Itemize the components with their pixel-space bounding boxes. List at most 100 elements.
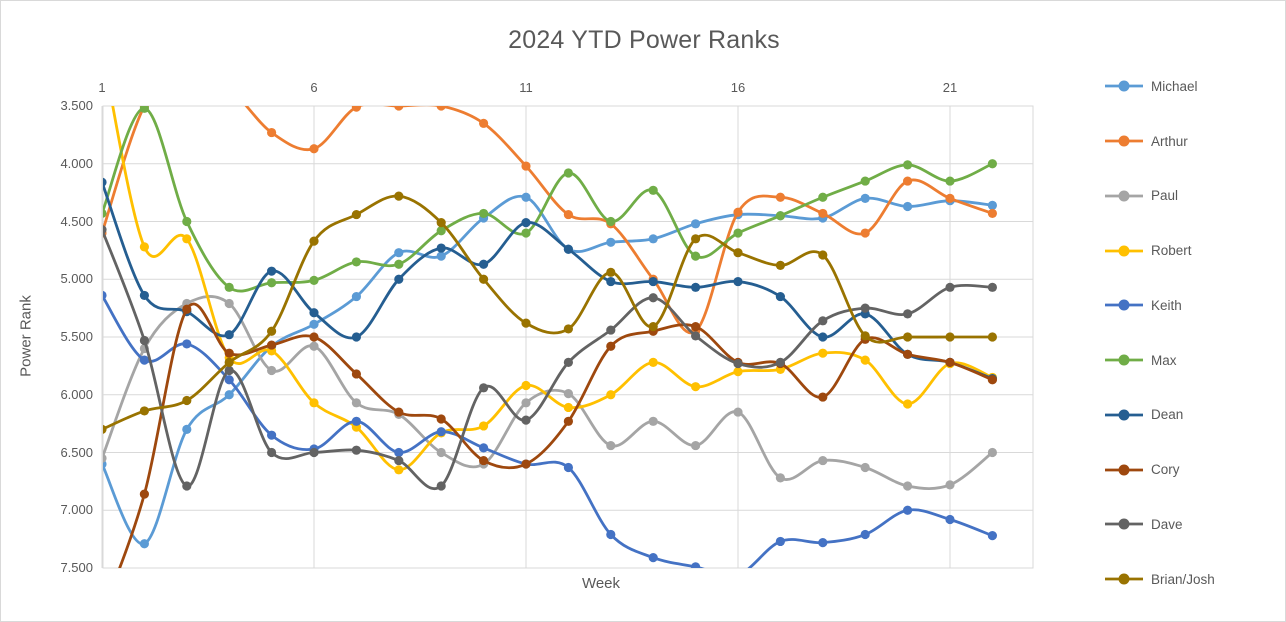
series-brian-josh-marker	[691, 234, 701, 244]
series-keith[interactable]	[97, 290, 998, 580]
legend-marker-arthur	[1105, 135, 1143, 147]
series-max[interactable]	[97, 104, 998, 293]
series-arthur-marker	[267, 127, 277, 138]
legend-label-cory: Cory	[1151, 462, 1180, 478]
series-keith-marker	[818, 537, 828, 548]
series-arthur-marker	[563, 209, 574, 220]
series-max-marker	[691, 251, 701, 261]
series-max-marker	[987, 159, 998, 169]
series-dave[interactable]	[97, 225, 998, 491]
series-arthur[interactable]	[97, 67, 998, 336]
series-brian-josh-marker	[818, 250, 828, 260]
legend-marker-max	[1105, 354, 1143, 366]
legend-item-arthur[interactable]: Arthur	[1104, 114, 1279, 169]
series-michael-marker	[436, 251, 446, 261]
series-keith-marker	[224, 375, 234, 385]
chart-title: 2024 YTD Power Ranks	[508, 26, 780, 54]
series-paul-marker	[224, 298, 234, 309]
series-robert-marker	[97, 44, 106, 53]
legend-item-paul[interactable]: Paul	[1104, 169, 1279, 224]
series-cory-marker	[903, 349, 913, 359]
legend-label-dean: Dean	[1151, 407, 1184, 423]
series-cory-marker	[606, 341, 616, 351]
series-dean-marker	[394, 274, 404, 284]
series-keith-marker	[775, 536, 786, 547]
series-brian-josh-marker	[309, 236, 319, 246]
x-tick-label: 16	[730, 80, 746, 95]
legend-item-keith[interactable]: Keith	[1104, 278, 1279, 333]
series-dave-marker	[521, 415, 531, 425]
series-dave-marker	[691, 331, 701, 341]
series-arthur-marker	[903, 176, 913, 186]
series-brian-josh-marker	[903, 332, 913, 342]
series-paul-marker	[521, 398, 531, 408]
series-michael-marker	[309, 319, 319, 329]
series-brian-josh-marker	[351, 209, 361, 220]
series-paul-marker	[860, 462, 870, 473]
series-keith-marker	[103, 290, 107, 300]
series-keith-marker	[945, 514, 955, 525]
series-cory-marker	[139, 489, 149, 499]
series-keith-marker	[182, 339, 192, 349]
series-michael-marker	[351, 291, 361, 302]
series-dave-marker	[775, 357, 786, 368]
series-robert-marker	[309, 398, 319, 408]
series-max-marker	[903, 160, 913, 170]
series-dave-marker	[818, 316, 828, 326]
legend-item-dean[interactable]: Dean	[1104, 388, 1279, 443]
series-brian-josh-marker	[563, 324, 574, 334]
series-keith-marker	[860, 529, 870, 540]
series-robert-marker	[860, 355, 870, 365]
series-brian-josh[interactable]	[97, 191, 998, 434]
legend-item-cory[interactable]: Cory	[1104, 442, 1279, 497]
series-michael-marker	[606, 237, 616, 247]
series-arthur-marker	[436, 106, 446, 111]
series-dean-marker	[733, 276, 743, 287]
series-dave-marker	[309, 447, 319, 458]
series-brian-josh-marker	[436, 218, 446, 228]
series-keith-marker	[436, 427, 446, 437]
y-tick-label: 5.000	[60, 271, 93, 287]
y-tick-label: 3.500	[60, 98, 93, 113]
legend-item-dave[interactable]: Dave	[1104, 497, 1279, 552]
legend-item-max[interactable]: Max	[1104, 333, 1279, 388]
series-paul-marker	[103, 453, 107, 463]
series-brian-josh-marker	[267, 326, 277, 336]
series-dave-marker	[860, 303, 870, 313]
series-arthur-marker	[945, 193, 955, 203]
legend-item-brian-josh[interactable]: Brian/Josh	[1104, 552, 1279, 607]
series-michael-marker	[987, 200, 998, 210]
series-michael-marker	[903, 201, 913, 212]
series-michael-marker	[860, 193, 870, 203]
legend-label-robert: Robert	[1151, 243, 1192, 259]
series-paul-marker	[775, 473, 786, 483]
series-keith-marker	[479, 443, 489, 453]
y-tick-label: 5.500	[60, 329, 93, 344]
legend-label-dave: Dave	[1151, 516, 1183, 532]
series-robert-marker	[606, 390, 616, 400]
series-cory-marker	[479, 455, 489, 466]
series-cory-marker	[309, 332, 319, 342]
series-dean-marker	[563, 244, 574, 254]
series-michael-line	[103, 194, 994, 546]
series-brian-josh-marker	[775, 260, 786, 270]
series-robert-marker	[648, 357, 658, 368]
series-max-marker	[648, 185, 658, 195]
series-dean-marker	[224, 330, 234, 340]
legend-label-keith: Keith	[1151, 297, 1182, 313]
series-max-marker	[436, 226, 446, 236]
series-keith-marker	[394, 447, 404, 458]
legend-marker-michael	[1105, 80, 1143, 92]
legend-item-michael[interactable]: Michael	[1104, 59, 1279, 114]
series-robert-marker	[182, 234, 192, 244]
y-axis-title: Power Rank	[17, 295, 35, 377]
series-max-marker	[606, 216, 616, 227]
series-max-marker	[860, 176, 870, 186]
series-brian-josh-marker	[182, 395, 192, 406]
legend-marker-keith	[1105, 299, 1143, 311]
series-robert[interactable]	[97, 44, 998, 475]
series-dean-marker	[691, 282, 701, 292]
series-brian-josh-marker	[224, 357, 234, 368]
legend-item-robert[interactable]: Robert	[1104, 223, 1279, 278]
